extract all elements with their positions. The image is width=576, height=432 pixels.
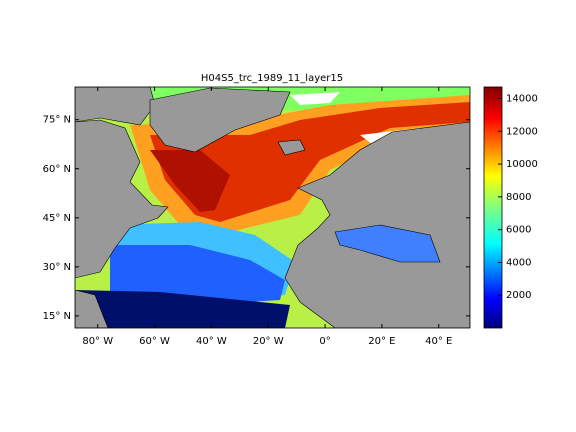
x-tick-label: 20° W [253,336,284,347]
colorbar-tick-label: 2000 [506,290,531,301]
title: H04S5_trc_1989_11_layer15 [201,73,343,84]
x-tick-label: 0° [319,336,330,347]
y-tick-label: 75° N [43,115,71,126]
x-tick-label: 20° E [368,336,395,347]
x-tick-label: 40° W [196,336,227,347]
y-tick-label: 45° N [43,213,71,224]
map-field [75,87,470,328]
y-tick-label: 60° N [43,164,71,175]
colorbar-tick-label: 10000 [506,159,538,170]
y-tick-label: 30° N [43,262,71,273]
colorbar-tick-label: 8000 [506,192,531,203]
x-tick-label: 60° W [139,336,170,347]
y-tick-label: 15° N [43,311,71,322]
colorbar-tick-label: 4000 [506,257,531,268]
map-frame [74,86,471,329]
colorbar-tick-label: 14000 [506,93,538,104]
x-tick-label: 40° E [425,336,452,347]
x-tick-label: 80° W [82,336,113,347]
colorbar [483,86,503,329]
colorbar-tick-label: 12000 [506,126,538,137]
colorbar-tick-label: 6000 [506,225,531,236]
